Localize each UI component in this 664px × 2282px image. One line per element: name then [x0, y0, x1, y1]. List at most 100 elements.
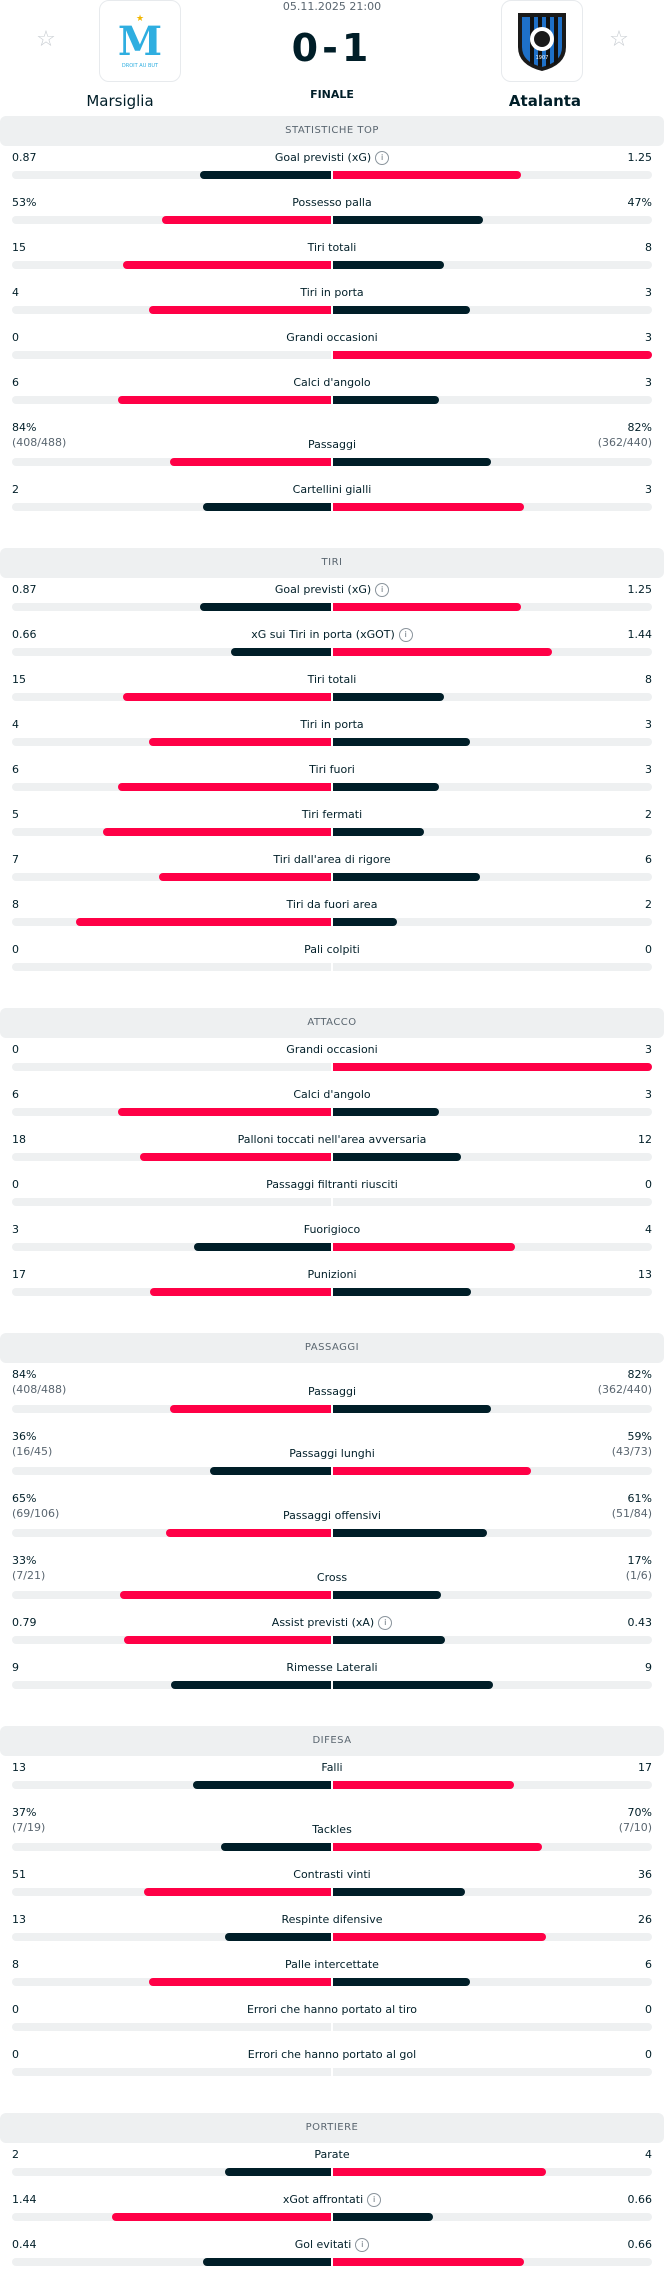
stat-row[interactable]: 7 Tiri dall'area di rigore 6 [0, 852, 664, 897]
stat-row[interactable]: 0.66 xG sui Tiri in porta (xGOT) i 1.44 [0, 627, 664, 672]
stat-row[interactable]: 0.44 Gol evitati i 0.66 [0, 2237, 664, 2282]
info-icon[interactable]: i [375, 583, 390, 597]
info-icon[interactable]: i [378, 1616, 393, 1630]
away-value: 70% (7/10) [619, 1805, 652, 1835]
stat-row[interactable]: 8 Palle intercettate 6 [0, 1957, 664, 2002]
stat-label: Tiri dall'area di rigore [0, 852, 664, 867]
stat-label: Tiri in porta [0, 285, 664, 300]
comparison-bar [12, 171, 652, 179]
away-bar-track [333, 2213, 652, 2221]
stat-label-text: Tiri in porta [300, 718, 364, 731]
stat-row[interactable]: 37% (7/19) Tackles 70% (7/10) [0, 1805, 664, 1867]
stat-row[interactable]: 36% (16/45) Passaggi lunghi 59% (43/73) [0, 1429, 664, 1491]
stat-row[interactable]: 84% (408/488) Passaggi 82% (362/440) [0, 1367, 664, 1429]
stat-label-text: Cartellini gialli [292, 483, 372, 496]
away-bar-fill [333, 351, 652, 359]
away-bar-fill [333, 1978, 470, 1986]
away-bar-fill [333, 171, 521, 179]
stat-row[interactable]: 2 Cartellini gialli 3 [0, 482, 664, 527]
match-score: 0-1 [291, 26, 373, 70]
stat-row[interactable]: 6 Calci d'angolo 3 [0, 375, 664, 420]
away-bar-fill [333, 261, 444, 269]
home-team-logo[interactable]: ★ M DROIT AU BUT [99, 0, 181, 82]
comparison-bar [12, 1405, 652, 1413]
stat-row[interactable]: 1.44 xGot affrontati i 0.66 [0, 2192, 664, 2237]
stat-row[interactable]: 4 Tiri in porta 3 [0, 717, 664, 762]
stat-label-text: Passaggi [307, 1385, 357, 1398]
stat-row[interactable]: 0 Grandi occasioni 3 [0, 1042, 664, 1087]
stat-row[interactable]: 5 Tiri fermati 2 [0, 807, 664, 852]
stat-row[interactable]: 2 Parate 4 [0, 2147, 664, 2192]
comparison-bar [12, 963, 652, 971]
away-value: 0 [645, 2002, 652, 2017]
home-bar-track [12, 873, 331, 881]
comparison-bar [12, 603, 652, 611]
away-value-detail: (43/73) [611, 1445, 652, 1458]
home-bar-track [12, 1933, 331, 1941]
stat-row[interactable]: 9 Rimesse Laterali 9 [0, 1660, 664, 1705]
stat-row[interactable]: 8 Tiri da fuori area 2 [0, 897, 664, 942]
comparison-bar [12, 1843, 652, 1851]
stat-row[interactable]: 84% (408/488) Passaggi 82% (362/440) [0, 420, 664, 482]
section-header: ATTACCO [0, 1008, 664, 1038]
stat-row[interactable]: 15 Tiri totali 8 [0, 672, 664, 717]
stat-row[interactable]: 6 Tiri fuori 3 [0, 762, 664, 807]
star-outline-icon[interactable]: ☆ [36, 27, 56, 52]
stat-row[interactable]: 17 Punizioni 13 [0, 1267, 664, 1312]
away-value-detail: (362/440) [597, 1383, 652, 1396]
stat-row[interactable]: 0 Errori che hanno portato al gol 0 [0, 2047, 664, 2092]
home-bar-fill [170, 1405, 331, 1413]
stat-label-text: Goal previsti (xG) [274, 583, 372, 596]
away-value-main: 61% [627, 1492, 652, 1505]
comparison-bar [12, 1153, 652, 1161]
away-team-logo[interactable]: 1907 [501, 0, 583, 82]
info-icon[interactable]: i [398, 628, 413, 642]
home-value: 84% (408/488) [12, 1367, 66, 1397]
stat-row[interactable]: 0 Passaggi filtranti riusciti 0 [0, 1177, 664, 1222]
home-value: 15 [12, 672, 26, 687]
info-icon[interactable]: i [355, 2238, 370, 2252]
stat-label-text: Assist previsti (xA) [271, 1616, 375, 1629]
stat-label-text: Errori che hanno portato al tiro [246, 2003, 418, 2016]
stat-row[interactable]: 13 Respinte difensive 26 [0, 1912, 664, 1957]
away-bar-track [333, 1243, 652, 1251]
comparison-bar [12, 2168, 652, 2176]
stat-row[interactable]: 33% (7/21) Cross 17% (1/6) [0, 1553, 664, 1615]
home-value: 4 [12, 717, 19, 732]
home-value-main: 7 [12, 853, 19, 866]
stat-label-text: Tiri fermati [301, 808, 363, 821]
info-icon[interactable]: i [367, 2193, 382, 2207]
info-icon[interactable]: i [375, 151, 390, 165]
stat-row[interactable]: 51 Contrasti vinti 36 [0, 1867, 664, 1912]
stat-row[interactable]: 65% (69/106) Passaggi offensivi 61% (51/84) [0, 1491, 664, 1553]
stat-row[interactable]: 3 Fuorigioco 4 [0, 1222, 664, 1267]
stat-row[interactable]: 0 Errori che hanno portato al tiro 0 [0, 2002, 664, 2047]
stat-row[interactable]: 13 Falli 17 [0, 1760, 664, 1805]
away-value: 3 [645, 1087, 652, 1102]
away-bar-track [333, 351, 652, 359]
home-bar-track [12, 261, 331, 269]
home-bar-track [12, 1781, 331, 1789]
stat-row[interactable]: 53% Possesso palla 47% [0, 195, 664, 240]
stat-row[interactable]: 0 Pali colpiti 0 [0, 942, 664, 987]
away-bar-fill [333, 1591, 441, 1599]
away-value: 17 [638, 1760, 652, 1775]
stat-row[interactable]: 0 Grandi occasioni 3 [0, 330, 664, 375]
stat-row[interactable]: 15 Tiri totali 8 [0, 240, 664, 285]
stat-row[interactable]: 0.87 Goal previsti (xG) i 1.25 [0, 582, 664, 627]
star-outline-icon[interactable]: ☆ [609, 27, 629, 52]
stat-row[interactable]: 0.79 Assist previsti (xA) i 0.43 [0, 1615, 664, 1660]
home-value-main: 9 [12, 1661, 19, 1674]
home-bar-fill [149, 738, 331, 746]
stat-row[interactable]: 0.87 Goal previsti (xG) i 1.25 [0, 150, 664, 195]
stat-row[interactable]: 18 Palloni toccati nell'area avversaria 12 [0, 1132, 664, 1177]
away-bar-track [333, 1467, 652, 1475]
away-value-main: 3 [645, 483, 652, 496]
home-bar-fill [203, 503, 331, 511]
home-value-main: 51 [12, 1868, 26, 1881]
away-team-name[interactable]: Atalanta [508, 92, 582, 110]
stat-row[interactable]: 4 Tiri in porta 3 [0, 285, 664, 330]
home-team-name[interactable]: Marsiglia [86, 92, 154, 110]
stat-row[interactable]: 6 Calci d'angolo 3 [0, 1087, 664, 1132]
home-value-main: 0 [12, 2048, 19, 2061]
